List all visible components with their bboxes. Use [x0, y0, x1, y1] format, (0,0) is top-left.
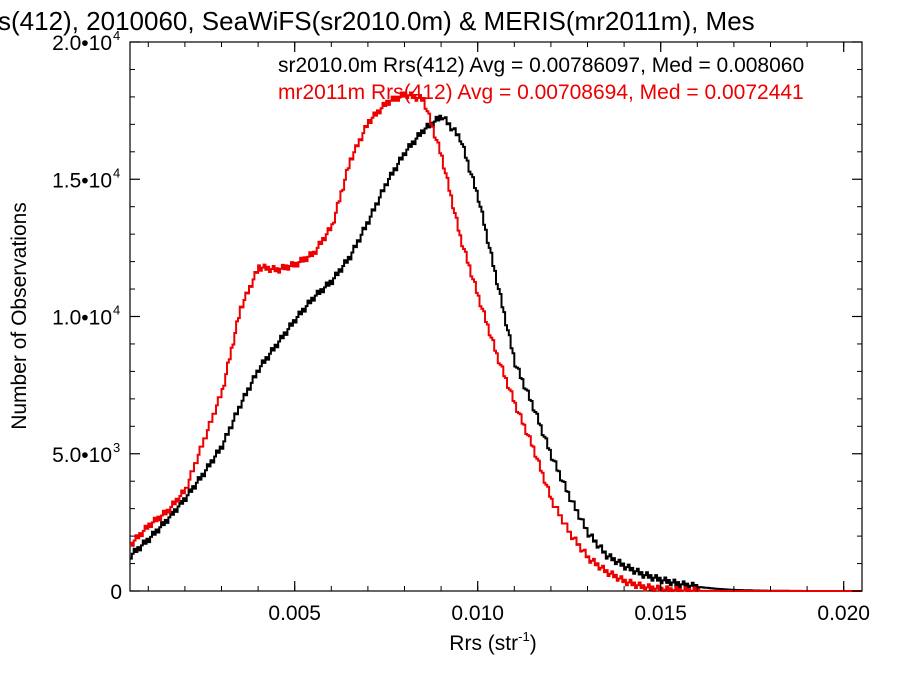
- annotation-red-series: mr2011m Rrs(412) Avg = 0.00708694, Med =…: [278, 81, 804, 104]
- x-axis-label: Rrs (str-1): [449, 629, 536, 655]
- y-tick-label: 1.5•10: [52, 169, 112, 192]
- y-tick-label: 5.0•10: [52, 444, 112, 467]
- y-tick-exponent: 4: [113, 303, 120, 318]
- y-tick-exponent: 4: [113, 165, 120, 180]
- chart-title: s(412), 2010060, SeaWiFS(sr2010.0m) & ME…: [0, 6, 755, 36]
- x-tick-label: 0.020: [817, 602, 870, 625]
- y-tick-exponent: 3: [113, 440, 120, 455]
- y-tick-label: 2.0•10: [52, 32, 112, 55]
- y-tick-label: 1.0•10: [52, 307, 112, 330]
- y-tick-exponent: 4: [113, 28, 120, 43]
- x-tick-label: 0.010: [451, 602, 504, 625]
- y-axis-label: Number of Observations: [8, 202, 31, 430]
- y-tick-label: 0: [110, 581, 122, 604]
- x-tick-label: 0.005: [268, 602, 321, 625]
- series-line-red: [130, 91, 862, 592]
- annotation-black-series: sr2010.0m Rrs(412) Avg = 0.00786097, Med…: [278, 54, 804, 77]
- x-tick-label: 0.015: [634, 602, 687, 625]
